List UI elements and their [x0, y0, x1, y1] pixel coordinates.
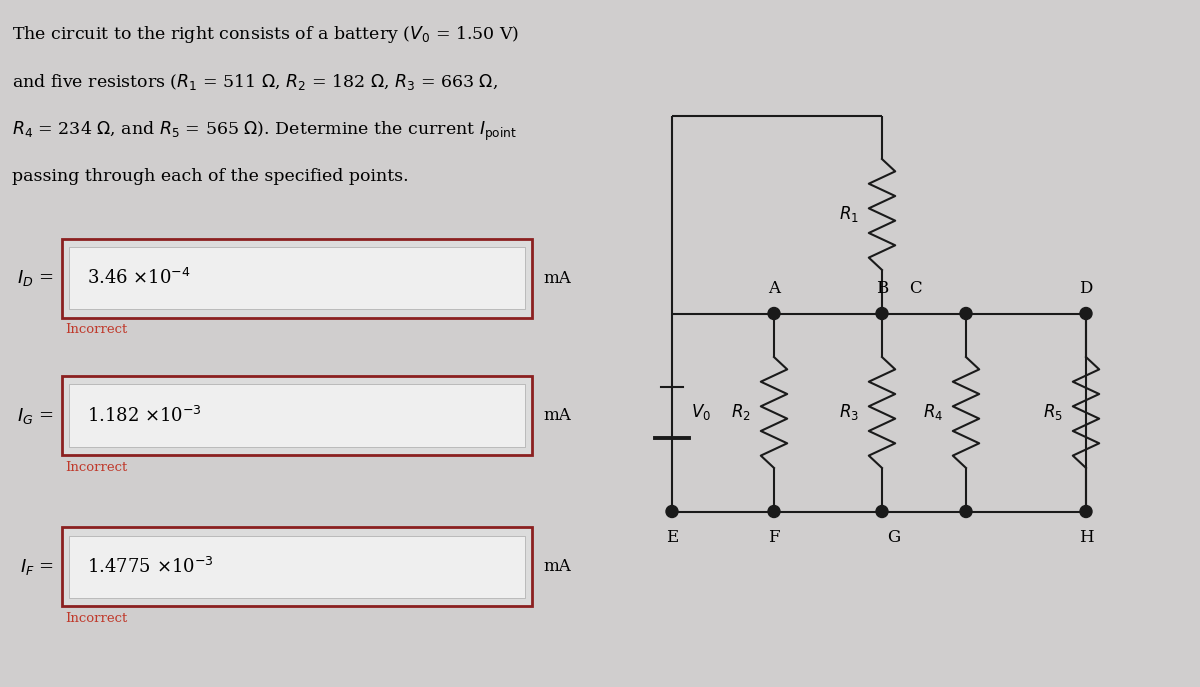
- Text: $R_5$: $R_5$: [1043, 403, 1063, 423]
- FancyBboxPatch shape: [62, 376, 532, 455]
- Text: mA: mA: [544, 559, 571, 575]
- FancyBboxPatch shape: [62, 239, 532, 317]
- Text: $R_4$: $R_4$: [923, 403, 943, 423]
- Circle shape: [666, 506, 678, 517]
- FancyBboxPatch shape: [70, 536, 524, 598]
- FancyBboxPatch shape: [70, 247, 524, 309]
- Text: A: A: [768, 280, 780, 297]
- Text: $I_D$ =: $I_D$ =: [17, 268, 54, 289]
- Text: mA: mA: [544, 407, 571, 424]
- Text: $R_1$: $R_1$: [839, 205, 859, 225]
- FancyBboxPatch shape: [62, 528, 532, 606]
- Text: $V_0$: $V_0$: [691, 403, 712, 423]
- Text: B: B: [876, 280, 888, 297]
- Text: mA: mA: [544, 270, 571, 286]
- Circle shape: [960, 308, 972, 319]
- Text: and five resistors ($R_1$ = 511 $\Omega$, $R_2$ = 182 $\Omega$, $R_3$ = 663 $\Om: and five resistors ($R_1$ = 511 $\Omega$…: [12, 72, 498, 92]
- Text: Incorrect: Incorrect: [65, 612, 127, 624]
- Text: The circuit to the right consists of a battery ($V_0$ = 1.50 V): The circuit to the right consists of a b…: [12, 24, 520, 45]
- Circle shape: [768, 506, 780, 517]
- Text: G: G: [888, 530, 900, 546]
- Text: E: E: [666, 530, 678, 546]
- Text: $R_4$ = 234 $\Omega$, and $R_5$ = 565 $\Omega$). Determine the current $I_\mathr: $R_4$ = 234 $\Omega$, and $R_5$ = 565 $\…: [12, 120, 517, 144]
- Text: 1.4775 $\times$10$^{-3}$: 1.4775 $\times$10$^{-3}$: [88, 556, 214, 577]
- Text: Incorrect: Incorrect: [65, 323, 127, 336]
- Text: H: H: [1079, 530, 1093, 546]
- Circle shape: [876, 506, 888, 517]
- Text: D: D: [1079, 280, 1093, 297]
- Text: $I_G$ =: $I_G$ =: [17, 405, 54, 426]
- Circle shape: [1080, 308, 1092, 319]
- Text: 1.182 $\times$10$^{-3}$: 1.182 $\times$10$^{-3}$: [88, 405, 203, 426]
- Circle shape: [768, 308, 780, 319]
- Text: Incorrect: Incorrect: [65, 460, 127, 473]
- Text: F: F: [768, 530, 780, 546]
- Circle shape: [1080, 506, 1092, 517]
- Text: 3.46 $\times$10$^{-4}$: 3.46 $\times$10$^{-4}$: [88, 268, 191, 289]
- Text: C: C: [908, 280, 922, 297]
- FancyBboxPatch shape: [70, 385, 524, 447]
- Text: $R_2$: $R_2$: [731, 403, 751, 423]
- Text: $R_3$: $R_3$: [839, 403, 859, 423]
- Circle shape: [960, 506, 972, 517]
- Text: $I_F$ =: $I_F$ =: [19, 556, 54, 577]
- Circle shape: [876, 308, 888, 319]
- Text: passing through each of the specified points.: passing through each of the specified po…: [12, 168, 408, 185]
